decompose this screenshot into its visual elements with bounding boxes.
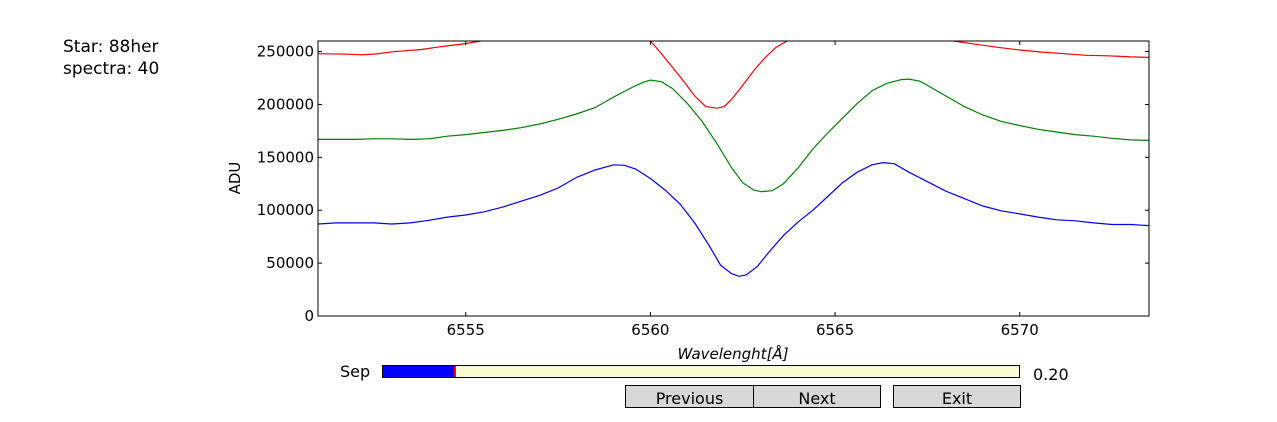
exit-button[interactable]: Exit: [893, 385, 1021, 408]
star-label: Star: 88her: [63, 37, 159, 57]
sep-slider-value: 0.20: [1033, 365, 1069, 384]
sep-slider-label: Sep: [340, 362, 371, 381]
x-tick-label: 6560: [631, 321, 669, 339]
y-tick-label: 200000: [257, 95, 314, 113]
series-line-1-segment-1: [318, 41, 481, 56]
series-line-1-segment-2: [649, 41, 788, 109]
sep-slider[interactable]: [382, 365, 1020, 378]
y-tick-label: 100000: [257, 201, 314, 219]
spectra-label: spectra: 40: [63, 59, 160, 79]
next-button[interactable]: Next: [753, 385, 881, 408]
y-tick-label: 250000: [257, 43, 314, 61]
info-panel: Star: 88her spectra: 40: [63, 36, 159, 80]
series-line-1-segment-3: [953, 41, 1149, 58]
y-tick-label: 0: [304, 307, 314, 325]
previous-button[interactable]: Previous: [625, 385, 754, 408]
x-axis-label: Wavelenght[Å]: [677, 344, 788, 363]
x-tick-label: 6570: [1001, 321, 1039, 339]
sep-slider-fill: [383, 366, 455, 377]
y-tick-label: 50000: [266, 254, 314, 272]
x-tick-label: 6555: [447, 321, 485, 339]
y-axis-label: ADU: [226, 162, 244, 195]
series-line-3: [318, 161, 1149, 277]
x-tick-label: 6565: [816, 321, 854, 339]
sep-slider-handle[interactable]: [453, 366, 456, 377]
y-tick-label: 150000: [257, 148, 314, 166]
plot-frame: [317, 40, 1150, 317]
series-line-2: [318, 78, 1149, 193]
